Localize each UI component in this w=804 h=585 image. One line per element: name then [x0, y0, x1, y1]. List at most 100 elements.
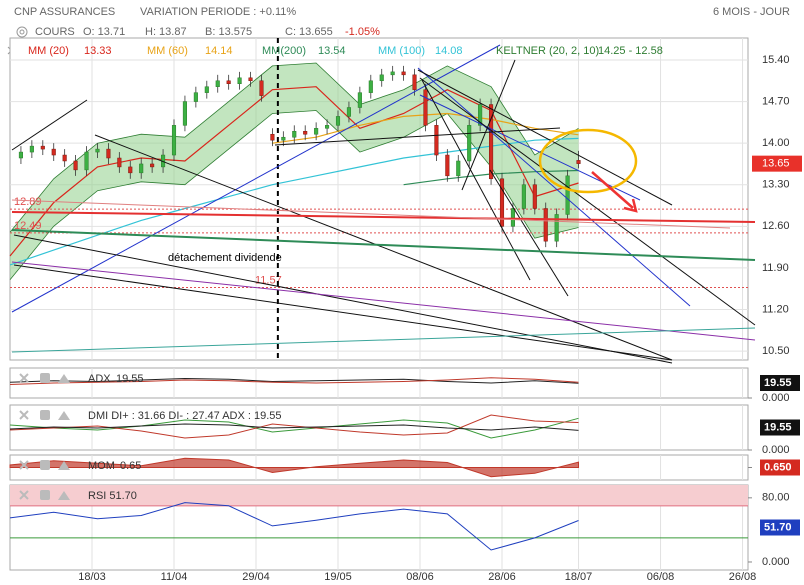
- candle-body: [565, 175, 570, 215]
- candle-body: [368, 80, 373, 93]
- quote-close: C: 13.655: [285, 26, 333, 38]
- indicator-line: [9, 377, 579, 384]
- candle-body: [335, 116, 341, 126]
- candle-body: [401, 71, 406, 76]
- candle-body: [412, 74, 417, 90]
- candle-body: [303, 131, 308, 135]
- trendlines: [11, 44, 756, 364]
- value-box: [760, 519, 800, 536]
- x-tick-label: 08/06: [406, 571, 434, 583]
- x-tick-label: 26/08: [729, 571, 757, 583]
- panel-icons: [19, 460, 70, 470]
- y-tick-label: 0.000: [762, 556, 790, 568]
- period: 6 MOIS - JOUR: [713, 6, 790, 18]
- candle-body: [215, 80, 220, 87]
- panel-icons: [19, 490, 70, 500]
- candle-body: [325, 125, 330, 129]
- y-tick-label: 10.50: [762, 345, 790, 357]
- candle-body: [445, 154, 450, 177]
- candle-body: [182, 101, 187, 126]
- indicator-value: 19.55: [116, 373, 144, 385]
- legend-name: MM(200): [262, 45, 306, 57]
- moving-average: [9, 86, 579, 257]
- candle-body: [40, 145, 45, 150]
- plot-area: [9, 367, 749, 399]
- candle-body: [150, 163, 155, 168]
- candle-body: [248, 77, 253, 82]
- close-icon: [19, 460, 29, 470]
- panel-icons: [19, 410, 70, 420]
- legend-name: MM (60): [147, 45, 188, 57]
- panels: 15.40 14.70 14.00 13.30 12.60 11.90 11.20 10.50…: [9, 37, 802, 571]
- candle-body: [193, 92, 198, 102]
- legend-name: MM (20): [28, 45, 69, 57]
- up-icon: [58, 491, 70, 500]
- legend-value: 13.33: [84, 45, 112, 57]
- settings-icon: [40, 373, 50, 383]
- annotation: détachement dividende: [168, 252, 282, 264]
- keltner-band: [10, 62, 579, 280]
- candle-body: [237, 77, 242, 84]
- candle-body: [379, 74, 384, 82]
- y-tick-label: 12.60: [762, 220, 790, 232]
- candle-body: [510, 208, 515, 227]
- candle-body: [84, 151, 89, 171]
- value-box: [760, 375, 800, 391]
- last-price-label: 13.65: [762, 158, 790, 170]
- x-tick-label: 28/06: [488, 571, 516, 583]
- candle-body: [18, 151, 23, 159]
- legend-value: 13.54: [318, 45, 346, 57]
- legend-value: 14.14: [205, 45, 233, 57]
- value-box-label: 19.55: [764, 421, 792, 433]
- quote-low: B: 13.575: [205, 26, 252, 38]
- candle-body: [357, 92, 362, 108]
- legend-value: 14.25 - 12.58: [598, 45, 663, 57]
- indicator-area: [9, 457, 580, 478]
- variation: VARIATION PERIODE : +0.11%: [140, 6, 296, 18]
- y-tick-label: 13.30: [762, 179, 790, 191]
- header: CNP ASSURANCES VARIATION PERIODE : +0.11…: [14, 6, 790, 38]
- y-tick-label: 15.40: [762, 54, 790, 66]
- value-box-label: 0.650: [764, 461, 792, 473]
- y-tick-label: 0.000: [762, 392, 790, 404]
- y-tick-label: 14.70: [762, 95, 790, 107]
- value-box: [760, 459, 800, 476]
- indicator-line: [9, 377, 579, 385]
- indicator-line: [9, 502, 579, 551]
- candle-body: [139, 163, 144, 174]
- value-box-label: 19.55: [764, 377, 792, 389]
- candle-body: [543, 208, 548, 242]
- indicator-value: 0.65: [120, 460, 141, 472]
- value-box-label: 51.70: [764, 521, 792, 533]
- settings-icon: [40, 490, 50, 500]
- indicator-line: [9, 417, 579, 439]
- y-tick-label: 11.20: [762, 303, 789, 315]
- x-tick-label: 18/07: [565, 571, 593, 583]
- candle-body: [106, 148, 111, 159]
- candle-body: [554, 214, 559, 242]
- y-tick-label: 14.00: [762, 137, 790, 149]
- candle-body: [390, 71, 395, 76]
- candle-body: [128, 166, 133, 174]
- up-icon: [58, 374, 70, 383]
- candle-body: [456, 160, 461, 177]
- moving-average: [9, 137, 579, 266]
- candle-body: [434, 125, 439, 156]
- legend-name: KELTNER (20, 2, 10): [496, 45, 599, 57]
- indicator-label: ADX: [88, 373, 111, 385]
- candle-body: [171, 125, 177, 156]
- y-tick-label: 80.00: [762, 492, 790, 504]
- quote-change: -1.05%: [345, 26, 380, 38]
- candle-body: [226, 80, 231, 84]
- panel: 0.000MOM0.650.650: [9, 454, 800, 481]
- y-tick-label: 11.90: [762, 262, 789, 274]
- panel: 0.000 ADX 19.55 19.55: [9, 367, 800, 404]
- candle-body: [489, 104, 494, 180]
- close-icon: [19, 410, 29, 420]
- settings-icon: [40, 460, 50, 470]
- close-icon: [19, 490, 29, 500]
- plot-area: [9, 404, 749, 451]
- x-tick-label: 29/04: [242, 571, 270, 583]
- candle-body: [204, 86, 209, 93]
